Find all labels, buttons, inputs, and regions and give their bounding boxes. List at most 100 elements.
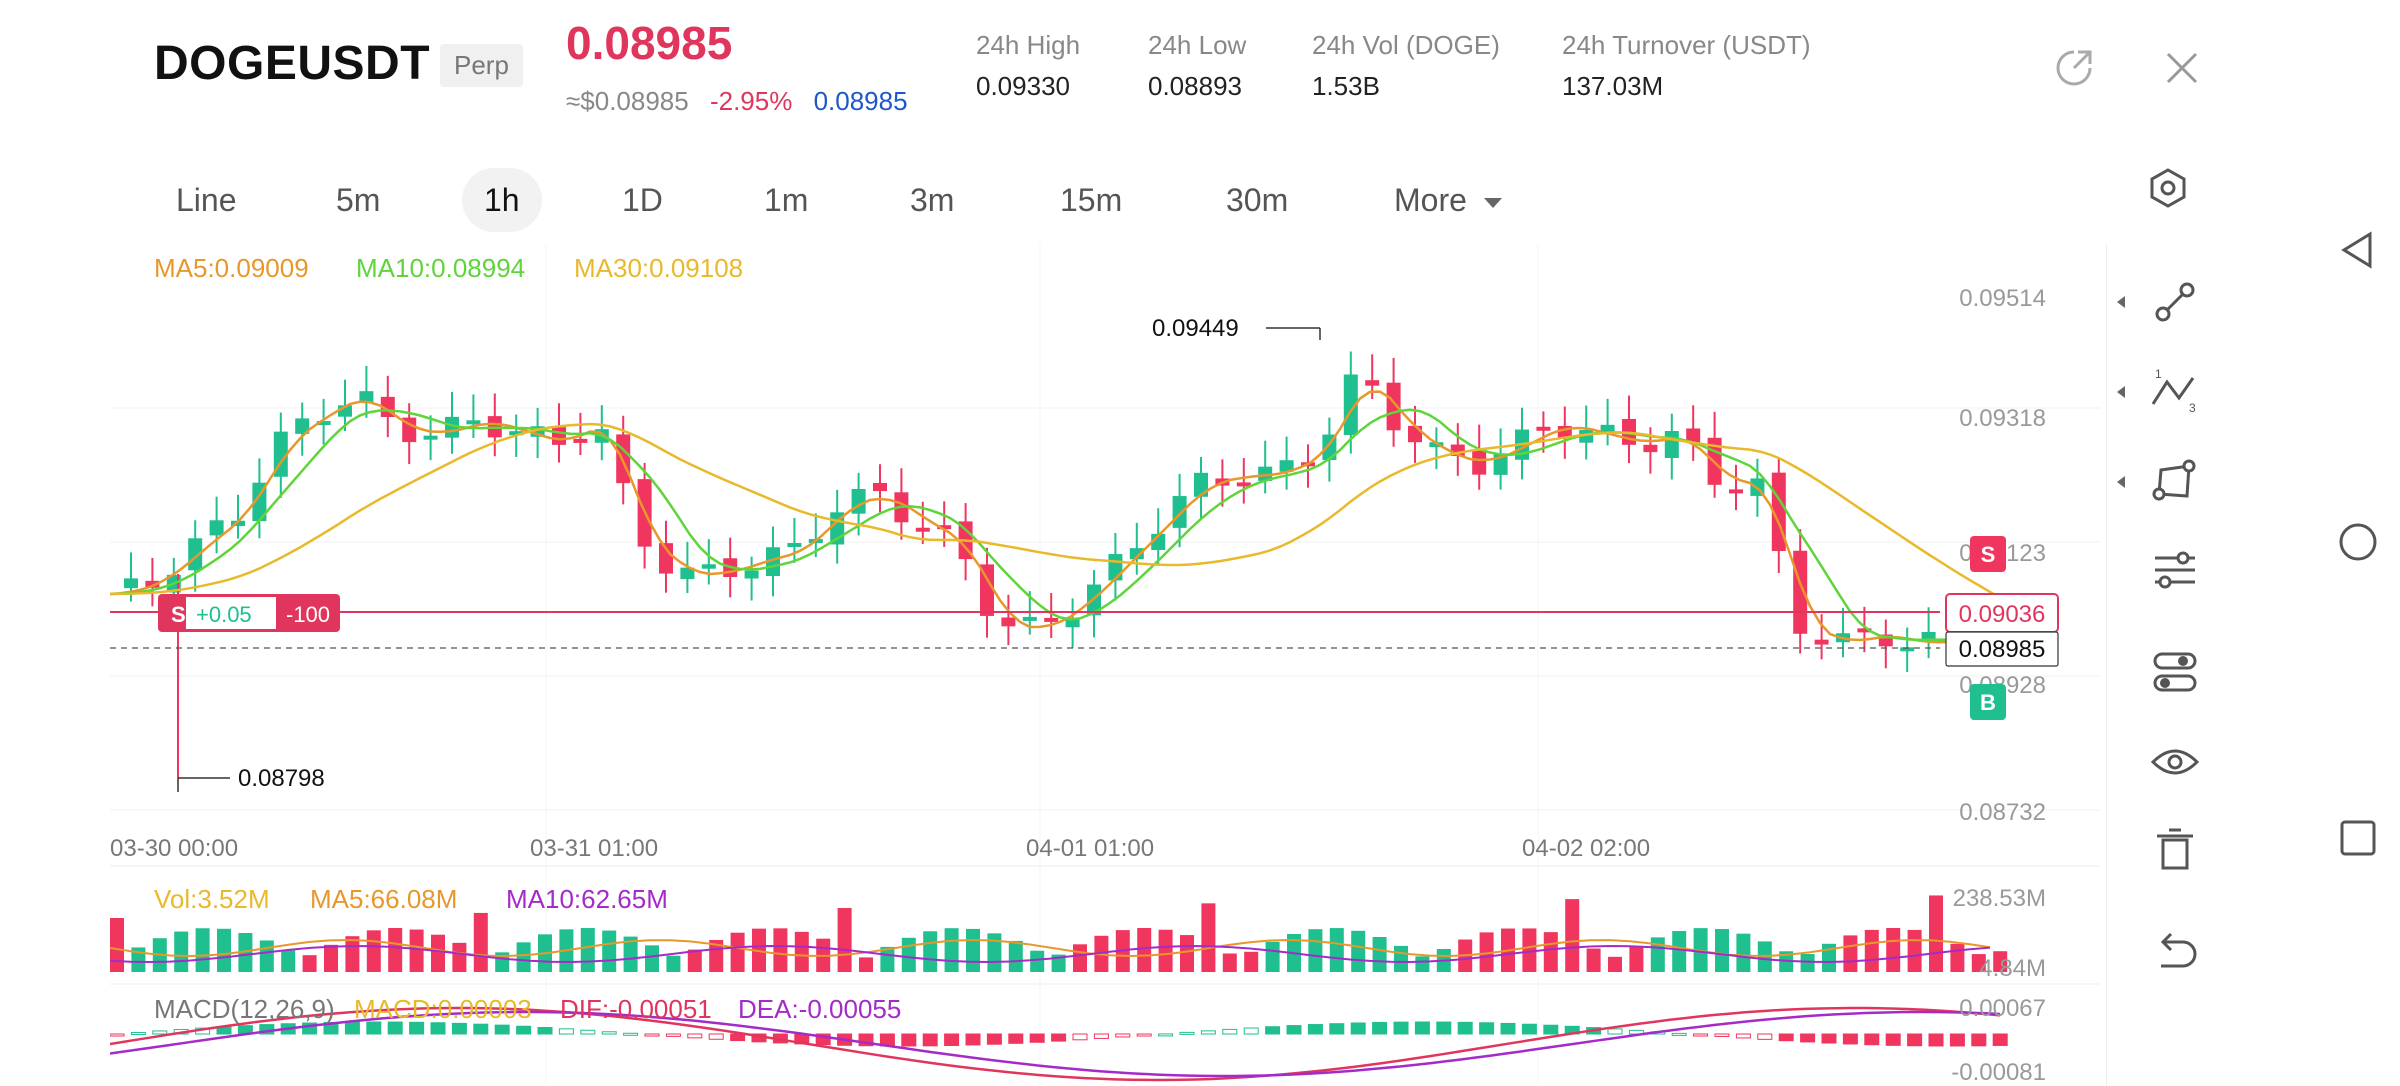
chart-grid — [110, 244, 2100, 1084]
tab-5m[interactable]: 5m — [336, 182, 381, 218]
volume-bar — [687, 949, 702, 972]
position-price-text: 0.09036 — [1959, 601, 2046, 628]
candle-body — [509, 431, 524, 436]
volume-bar — [110, 918, 124, 972]
indicator-settings-icon[interactable] — [2147, 542, 2203, 598]
tab-30m[interactable]: 30m — [1226, 182, 1289, 218]
position-tag[interactable]: S +0.05 -100 — [158, 594, 340, 632]
undo-icon[interactable] — [2147, 924, 2203, 980]
date-axis-label: 04-01 01:00 — [1026, 835, 1154, 862]
macd-bar — [1778, 1033, 1794, 1042]
macd-bar — [1072, 1033, 1088, 1041]
expand-arrow-icon[interactable] — [2117, 476, 2125, 488]
price-axis-label: 0.09318 — [1959, 405, 2046, 432]
ma5-label: MA5:0.09009 — [154, 253, 309, 283]
buy-tag[interactable]: B — [1970, 684, 2006, 720]
vol-ma5-line — [110, 938, 1991, 958]
candle-body — [1729, 489, 1743, 494]
recents-icon[interactable] — [2336, 816, 2380, 860]
candle-body — [316, 421, 331, 426]
dea-label: DEA:-0.00055 — [738, 994, 901, 1024]
volume-bar — [773, 928, 788, 972]
macd-bar — [409, 1021, 425, 1035]
candle-body — [1536, 426, 1551, 431]
volume-bar — [987, 933, 1002, 972]
macd-bar — [708, 1033, 724, 1040]
price-axis-label: 0.08732 — [1959, 799, 2046, 826]
candle-body — [145, 580, 160, 588]
volume-bar — [1715, 929, 1729, 972]
volume-bar — [1929, 895, 1943, 972]
date-axis-label: 03-31 01:00 — [530, 835, 658, 862]
tab-1d[interactable]: 1D — [622, 182, 663, 218]
tab-1m[interactable]: 1m — [764, 182, 809, 218]
share-icon[interactable] — [2052, 46, 2096, 90]
expand-arrow-icon[interactable] — [2117, 296, 2125, 308]
candle-body — [1450, 444, 1465, 456]
volume-bar — [1736, 933, 1751, 972]
macd-bar — [1885, 1033, 1901, 1046]
tab-line[interactable]: Line — [176, 182, 237, 218]
trash-icon[interactable] — [2147, 822, 2203, 878]
candle-body — [1686, 428, 1701, 443]
volume-bar — [1201, 903, 1216, 972]
toggle-tool-icon[interactable] — [2147, 644, 2203, 700]
vol-ma5-label: MA5:66.08M — [310, 884, 457, 914]
volume-bar — [1886, 928, 1901, 972]
macd-bar — [451, 1022, 467, 1035]
macd-bar — [1307, 1024, 1323, 1035]
stat-label: 24h Turnover (USDT) — [1562, 30, 1811, 60]
macd-bar — [1179, 1031, 1195, 1035]
volume-bar — [388, 928, 403, 972]
volume-bar — [966, 928, 980, 972]
volume-bar — [794, 931, 809, 972]
volume-bar — [1800, 954, 1815, 972]
buy-tag-text: B — [1980, 690, 1996, 715]
macd-bar — [1286, 1025, 1302, 1035]
macd-bar — [1992, 1033, 2008, 1046]
candle-body — [1365, 380, 1380, 386]
tab-1h[interactable]: 1h — [462, 168, 542, 232]
home-icon[interactable] — [2336, 520, 2380, 564]
chart-settings-icon[interactable] — [2146, 166, 2190, 210]
kline-chart[interactable]: MA5:0.09009 MA10:0.08994 MA30:0.09108 0.… — [110, 244, 2100, 1084]
volume-bar — [837, 907, 852, 972]
tab-more[interactable]: More — [1394, 168, 1502, 232]
eye-icon[interactable] — [2147, 734, 2203, 790]
back-icon[interactable] — [2336, 228, 2380, 272]
macd-bar — [1800, 1033, 1816, 1043]
candle-body — [937, 525, 952, 530]
volume-bar — [452, 942, 467, 972]
volume-bar — [431, 934, 445, 972]
macd-bar — [1671, 1032, 1687, 1036]
candle-body — [1557, 425, 1572, 438]
expand-arrow-icon[interactable] — [2117, 386, 2125, 398]
dif-line — [110, 1006, 2001, 1082]
tab-3m[interactable]: 3m — [910, 182, 955, 218]
trendline-tool-icon[interactable] — [2147, 274, 2203, 330]
macd-bar — [644, 1033, 660, 1037]
macd-bar — [1693, 1033, 1709, 1037]
volume-bar — [1864, 929, 1879, 972]
volume-bar — [281, 950, 296, 972]
volume-bar — [217, 928, 231, 972]
volume-bar — [1672, 931, 1687, 972]
candle-body — [1921, 631, 1936, 642]
close-icon[interactable] — [2160, 46, 2204, 90]
macd-bar — [1949, 1033, 1965, 1047]
stat-24h-turnover: 24h Turnover (USDT) 137.03M — [1562, 30, 1811, 102]
ma-line — [110, 422, 2001, 599]
candle-body — [1343, 374, 1358, 436]
approx-usd: ≈$0.08985 — [566, 86, 689, 116]
tab-15m[interactable]: 15m — [1060, 182, 1123, 218]
sell-tag[interactable]: S — [1970, 536, 2006, 572]
volume-bar — [1586, 948, 1601, 972]
change-percent: -2.95% — [709, 86, 793, 116]
shape-tool-icon[interactable] — [2147, 454, 2203, 510]
macd-axis-label: -0.00081 — [1951, 1059, 2046, 1084]
symbol-title[interactable]: DOGEUSDT — [154, 37, 431, 90]
date-axis-label: 03-30 00:00 — [110, 835, 238, 862]
candle-body — [466, 420, 481, 425]
volume-bar — [1907, 929, 1922, 972]
